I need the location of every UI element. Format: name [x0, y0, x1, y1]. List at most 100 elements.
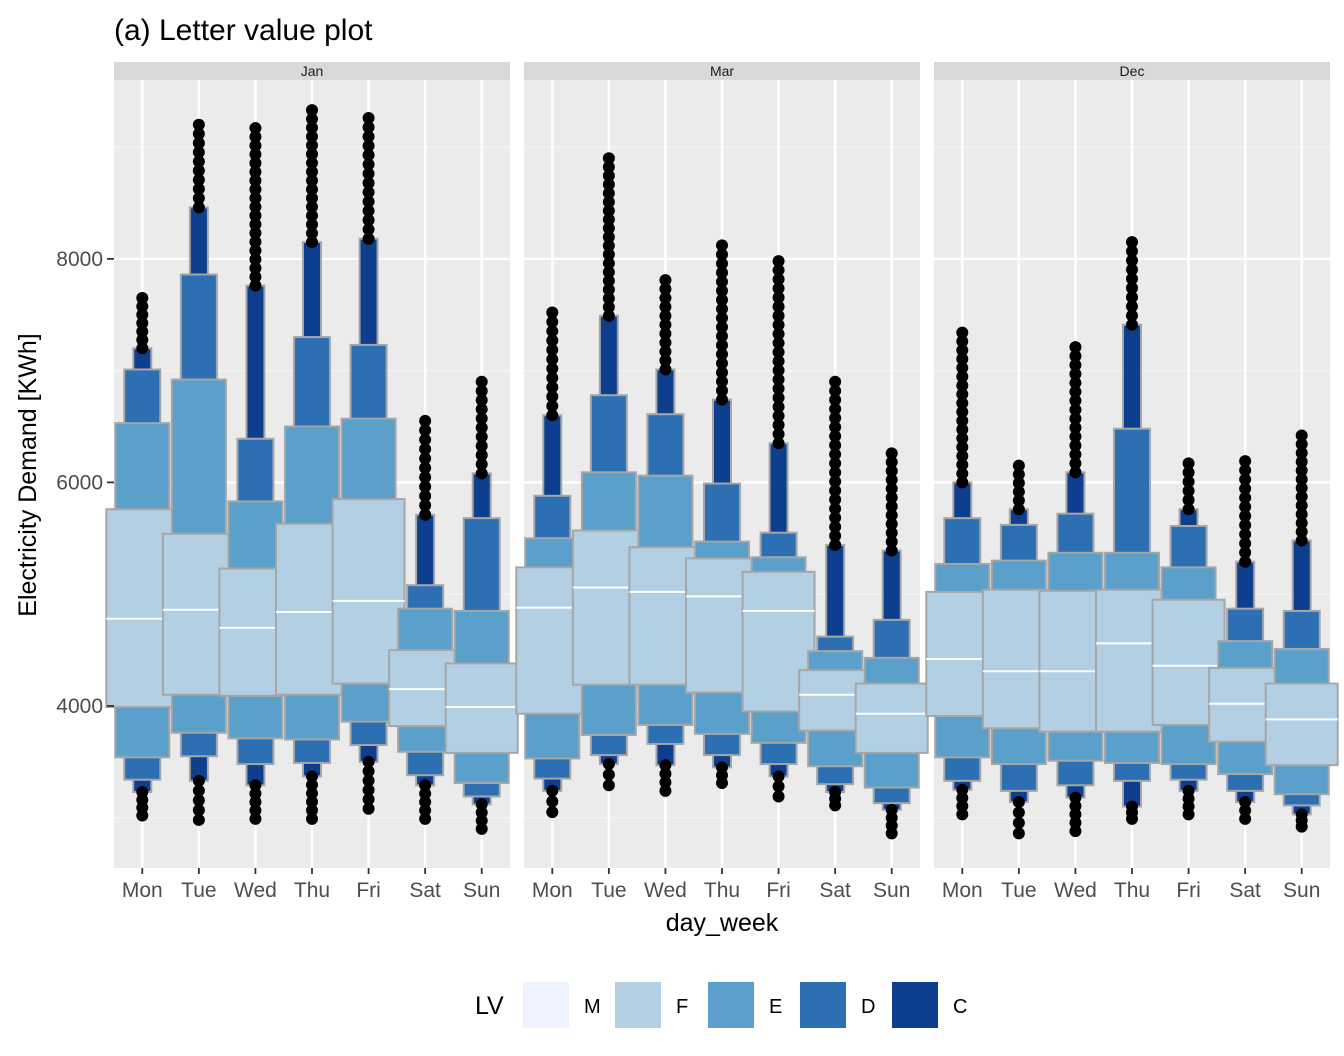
outlier-point [956, 397, 969, 410]
outlier-point [716, 357, 728, 370]
outlier-point [419, 490, 432, 503]
outlier-point [1126, 318, 1138, 331]
outlier-point [306, 139, 318, 152]
outlier-point [772, 409, 785, 422]
outlier-point [602, 231, 615, 244]
outlier-point [829, 375, 842, 388]
outlier-point [829, 412, 842, 425]
outlier-point [956, 432, 969, 445]
outlier-point [772, 355, 785, 368]
outlier-point [716, 339, 728, 352]
outlier-point [602, 779, 615, 792]
outlier-point [716, 239, 728, 252]
outlier-point [546, 381, 559, 394]
outlier-point [602, 152, 615, 165]
outlier-point [829, 785, 842, 798]
legend-label-M: M [584, 996, 601, 1018]
outlier-point [306, 787, 318, 800]
outlier-point [419, 812, 432, 825]
outlier-point [306, 236, 318, 249]
outlier-point [306, 112, 318, 125]
x-tick-label: Sat [819, 879, 851, 902]
outlier-point [1012, 459, 1025, 472]
outlier-point [716, 375, 728, 388]
outlier-point [602, 178, 615, 191]
outlier-point [192, 137, 205, 150]
box-F [854, 682, 929, 754]
outlier-point [546, 371, 559, 384]
outlier-point [475, 814, 488, 827]
y-tick-label: 8000 [56, 248, 103, 271]
outlier-point [1012, 806, 1025, 819]
outlier-point [602, 283, 615, 296]
outlier-point [1295, 534, 1308, 547]
outlier-point [419, 499, 432, 512]
x-tick-label: Wed [234, 879, 277, 902]
outlier-point [602, 239, 615, 252]
outlier-point [362, 802, 375, 815]
outlier-point [475, 375, 488, 388]
outlier-point [1012, 468, 1025, 481]
outlier-point [1126, 300, 1138, 313]
outlier-point [546, 334, 559, 347]
outlier-point [362, 765, 375, 778]
x-tick-label: Thu [704, 879, 740, 902]
outlier-point [1012, 796, 1025, 809]
outlier-point [956, 441, 969, 454]
outlier-point [772, 382, 785, 395]
outlier-point [1239, 510, 1252, 523]
outlier-point [1295, 490, 1308, 503]
outlier-point [956, 467, 969, 480]
outlier-point [772, 391, 785, 404]
outlier-point [419, 443, 432, 456]
outlier-point [419, 433, 432, 446]
outlier-point [829, 402, 842, 415]
x-tick-label: Tue [591, 879, 626, 902]
outlier-point [249, 796, 262, 809]
outlier-point [1069, 430, 1082, 443]
outlier-point [1239, 519, 1252, 532]
outlier-point [1182, 494, 1195, 507]
outlier-point [546, 795, 559, 808]
outlier-point [659, 336, 672, 349]
outlier-point [306, 192, 318, 205]
outlier-point [602, 187, 615, 200]
outlier-point [362, 167, 375, 180]
outlier-point [136, 785, 149, 798]
x-axis-title: day_week [666, 909, 779, 937]
outlier-point [716, 248, 728, 261]
outlier-point [659, 767, 672, 780]
outlier-point [1012, 485, 1025, 498]
outlier-point [475, 421, 488, 434]
outlier-point [136, 300, 149, 313]
outlier-point [829, 475, 842, 488]
outlier-point [475, 798, 488, 811]
x-tick-label: Fri [356, 879, 381, 902]
outlier-point [1012, 816, 1025, 829]
outlier-point [419, 480, 432, 493]
outlier-point [362, 130, 375, 143]
outlier-point [475, 458, 488, 471]
letter-value-sun [1264, 429, 1339, 833]
outlier-point [362, 223, 375, 236]
outlier-point [362, 793, 375, 806]
outlier-point [772, 400, 785, 413]
outlier-point [1182, 466, 1195, 479]
outlier-point [956, 388, 969, 401]
outlier-point [885, 465, 898, 478]
outlier-point [956, 379, 969, 392]
outlier-point [362, 177, 375, 190]
outlier-point [306, 174, 318, 187]
outlier-point [192, 183, 205, 196]
outlier-point [829, 457, 842, 470]
outlier-point [885, 509, 898, 522]
outlier-point [885, 500, 898, 513]
outlier-point [829, 439, 842, 452]
outlier-point [249, 209, 262, 222]
outlier-point [772, 264, 785, 277]
panels: Jan Mon Tue Wed Thu Fri Sat Sun Mar Mon Tue Wed Thu F… [105, 62, 1339, 902]
outlier-point [659, 363, 672, 376]
outlier-point [772, 419, 785, 432]
letter-value-fri [331, 112, 406, 815]
